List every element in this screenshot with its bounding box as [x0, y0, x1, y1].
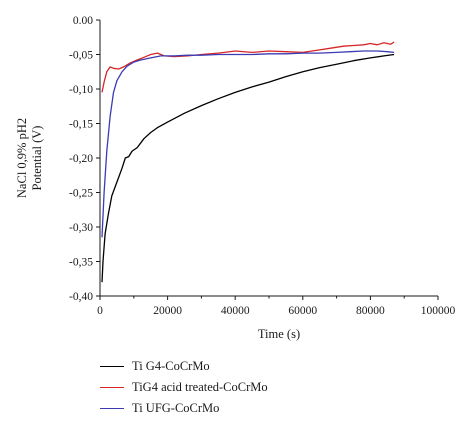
x-axis-ticks: 0 20000 40000 60000 80000 100000: [97, 296, 456, 317]
series-line-ti-ufg: [101, 50, 395, 238]
legend-label-tig4-acid: TiG4 acid treated-CoCrMo: [132, 380, 268, 394]
chart-area: 0.00 -0,05 -0,10 -0,15 -0,20 -0,25 -0,30 -0,35 -…: [15, 15, 456, 341]
y-axis-ticks: 0.00 -0,05 -0,10 -0,15 -0,20 -0,25 -0,30 -0,35 -…: [69, 15, 100, 303]
legend-label-ti-ufg: Ti UFG-CoCrMo: [132, 401, 220, 415]
y-tick-label: -0,40: [69, 291, 93, 303]
legend-swatch-tig4-acid: [100, 387, 124, 388]
x-tick-label: 0: [97, 305, 103, 317]
y-tick-label: -0,30: [69, 222, 93, 234]
legend: Ti G4-CoCrMo TiG4 acid treated-CoCrMo Ti…: [100, 356, 268, 419]
y-axis-title-line1: NaCl 0,9% pH2: [15, 118, 29, 198]
y-tick-label: -0,15: [69, 119, 93, 131]
x-tick-label: 80000: [356, 305, 385, 317]
y-tick-label: -0,05: [69, 50, 93, 62]
y-axis-title-line2: Potential (V): [30, 126, 44, 191]
legend-swatch-ti-g4: [100, 366, 124, 367]
legend-label-ti-g4: Ti G4-CoCrMo: [132, 359, 210, 373]
x-tick-label: 20000: [153, 305, 182, 317]
legend-item-tig4-acid: TiG4 acid treated-CoCrMo: [100, 377, 268, 398]
y-tick-label: -0,20: [69, 153, 93, 165]
x-tick-label: 100000: [421, 305, 456, 317]
y-tick-label: -0,35: [69, 257, 93, 269]
legend-item-ti-g4: Ti G4-CoCrMo: [100, 356, 268, 377]
x-axis-title: Time (s): [258, 327, 300, 341]
y-tick-label: -0,25: [69, 188, 93, 200]
y-tick-label: 0.00: [73, 15, 93, 27]
y-tick-label: -0,10: [69, 84, 93, 96]
x-tick-label: 60000: [288, 305, 317, 317]
series-lines: [101, 41, 395, 283]
plot-frame: [99, 20, 438, 297]
series-line-ti-g4: [101, 53, 395, 283]
legend-swatch-ti-ufg: [100, 408, 124, 409]
legend-item-ti-ufg: Ti UFG-CoCrMo: [100, 398, 268, 419]
series-line-tig4-acid: [101, 41, 395, 93]
x-tick-label: 40000: [221, 305, 250, 317]
